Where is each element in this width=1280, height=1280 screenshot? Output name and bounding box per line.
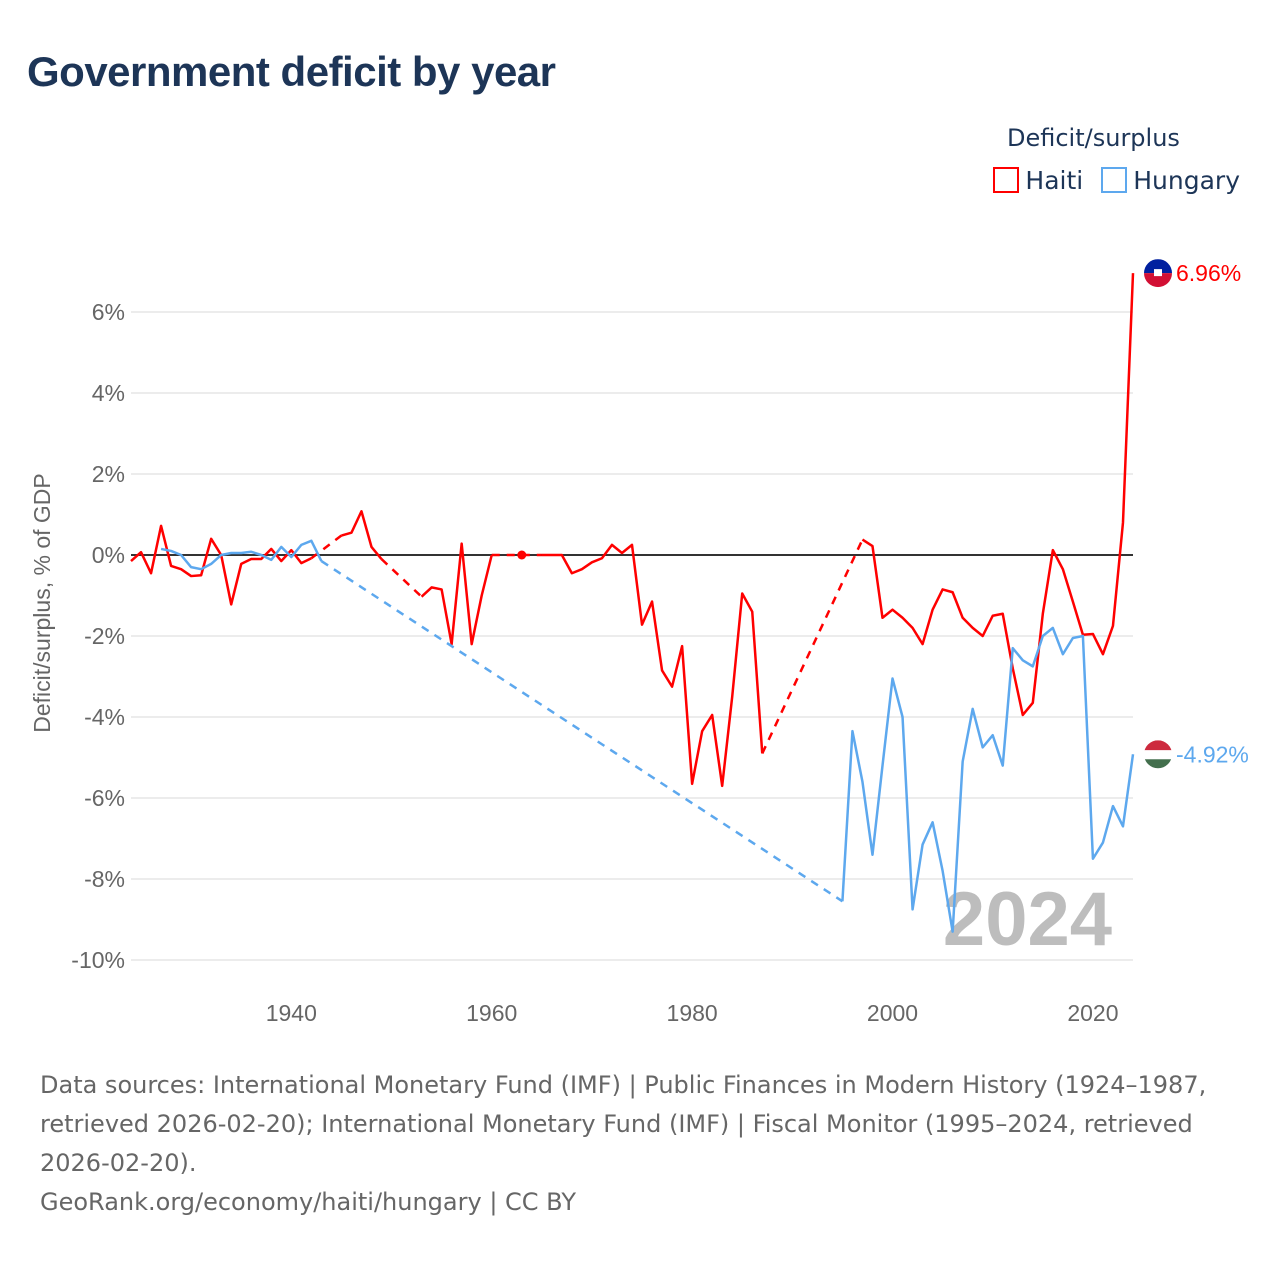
data-sources: Data sources: International Monetary Fun…: [40, 1071, 1207, 1177]
y-tick-label: -8%: [84, 866, 125, 892]
legend-title: Deficit/surplus: [1007, 124, 1180, 152]
series-line-haiti: [861, 273, 1135, 717]
end-value-label: -4.92%: [1176, 741, 1249, 767]
credit-link[interactable]: GeoRank.org/economy/haiti/hungary | CC B…: [40, 1188, 576, 1216]
y-tick-label: -10%: [71, 947, 125, 973]
gap-connector-hungary: [320, 560, 844, 903]
page-title: Government deficit by year: [27, 48, 556, 95]
gap-connector-haiti: [761, 539, 864, 754]
y-tick-label: 6%: [92, 299, 125, 325]
y-tick-label: 0%: [92, 542, 125, 568]
series-line-haiti: [541, 543, 764, 788]
x-tick-label: 1960: [466, 1000, 517, 1026]
y-tick-label: -6%: [84, 785, 125, 811]
legend-label: Haiti: [1025, 166, 1084, 195]
series-line-haiti: [130, 524, 312, 606]
hungary-flag-icon: [1144, 740, 1172, 769]
series-line-haiti: [420, 542, 493, 646]
legend-label: Hungary: [1133, 166, 1240, 195]
gap-connector-haiti: [310, 534, 343, 560]
x-tick-label: 1980: [667, 1000, 718, 1026]
legend-swatch: [1101, 167, 1128, 193]
gap-connector-haiti: [380, 558, 423, 598]
footer: Data sources: International Monetary Fun…: [40, 1066, 1240, 1222]
legend: Haiti Hungary: [993, 166, 1240, 195]
end-value-label: 6.96%: [1176, 260, 1241, 286]
x-tick-label: 2020: [1067, 1000, 1118, 1026]
x-tick-label: 2000: [867, 1000, 918, 1026]
y-axis-label: Deficit/surplus, % of GDP: [29, 473, 55, 732]
series-line-haiti: [341, 510, 383, 560]
haiti-flag-icon: [1144, 259, 1172, 288]
x-tick-label: 1940: [266, 1000, 317, 1026]
series-line-hungary: [841, 626, 1135, 933]
line-chart: -10% -8% -6% -4% -2% 0% 2% 4% 6% 1940 1960 1980 2000…: [29, 259, 1249, 1026]
y-tick-label: -4%: [84, 704, 125, 730]
series-line-hungary: [160, 539, 323, 571]
legend-item-hungary[interactable]: Hungary: [1101, 166, 1240, 195]
y-tick-label: 2%: [92, 461, 125, 487]
y-tick-label: -2%: [84, 623, 125, 649]
legend-swatch: [993, 167, 1020, 193]
legend-item-haiti[interactable]: Haiti: [993, 166, 1083, 195]
y-tick-label: 4%: [92, 380, 125, 406]
year-watermark: 2024: [943, 877, 1112, 962]
